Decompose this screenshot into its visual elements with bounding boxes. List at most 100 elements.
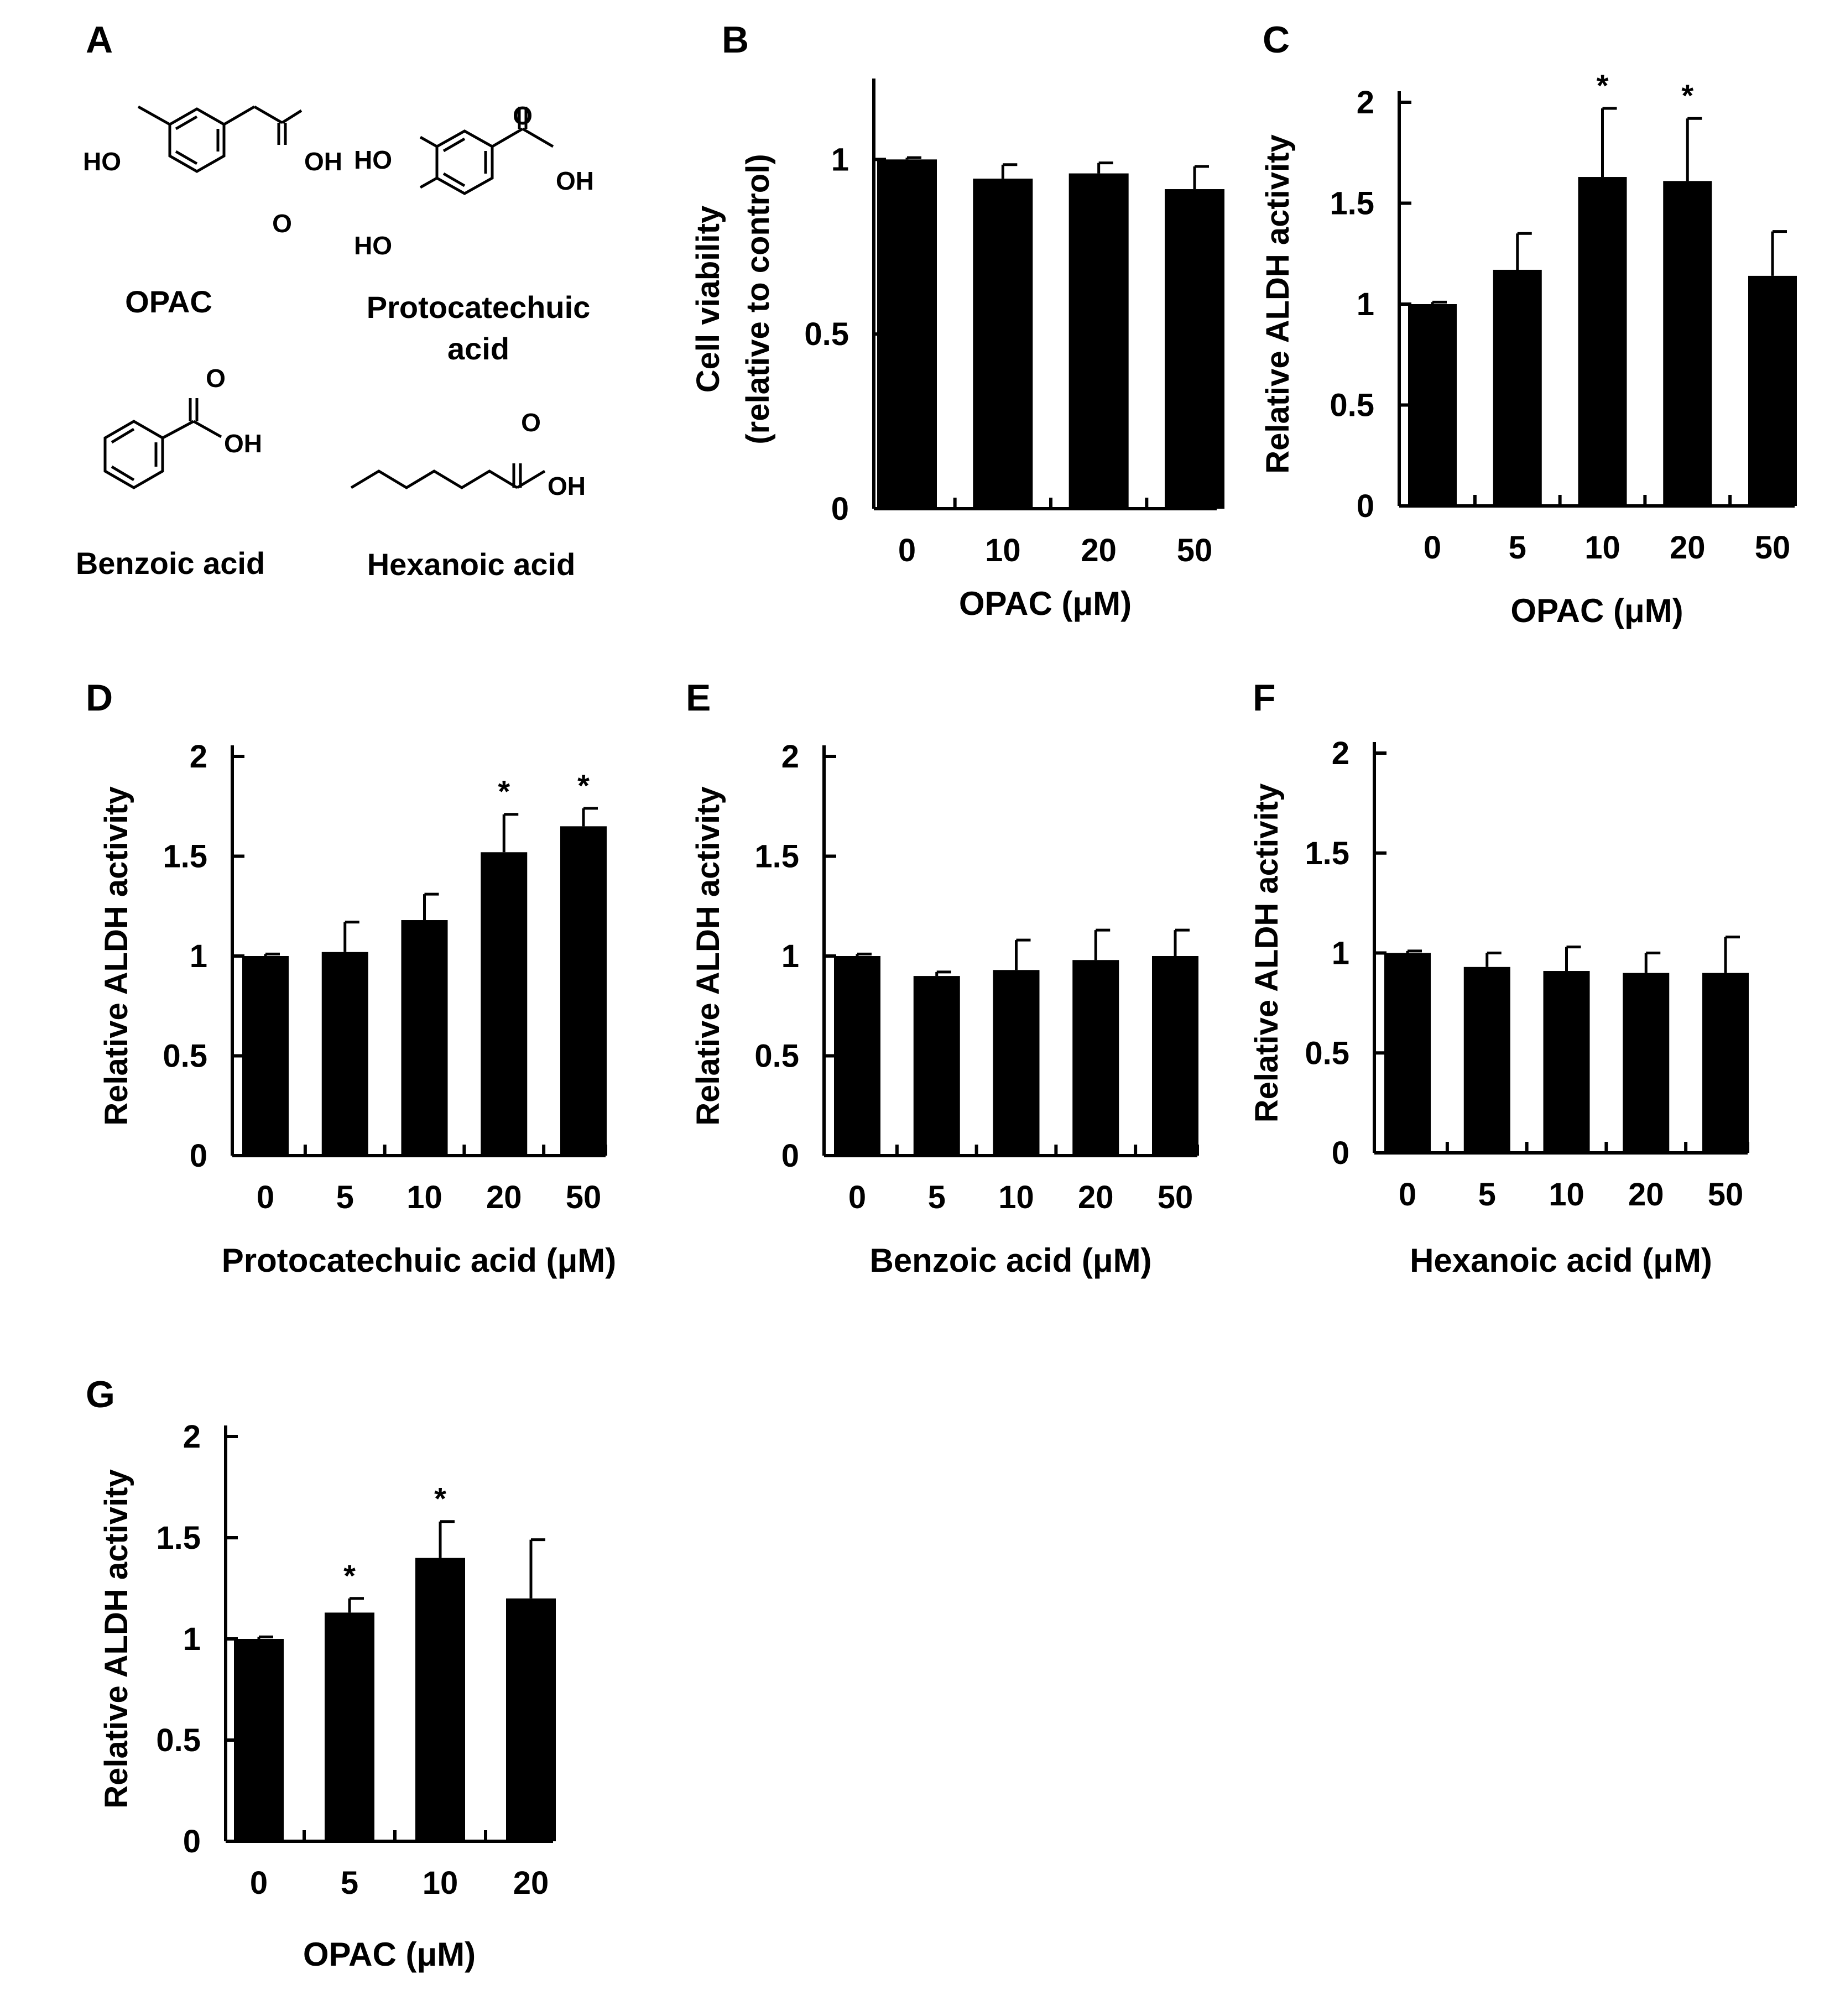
y-axis-title: Relative ALDH activity (98, 1469, 134, 1809)
panel-letter-b: B (722, 19, 749, 61)
significance-star: * (434, 1481, 446, 1516)
y-tick-label: 1 (1357, 286, 1374, 322)
y-tick-label: 1 (781, 938, 799, 974)
x-tick-label: 50 (1755, 530, 1791, 566)
bar (993, 970, 1040, 1156)
y-axis-title: Relative ALDH activity (98, 786, 134, 1126)
protocatechuic-o: O (513, 101, 533, 130)
bar (242, 956, 289, 1156)
x-tick-label: 5 (336, 1179, 354, 1215)
x-tick-label: 0 (250, 1865, 268, 1901)
x-tick-label: 20 (1078, 1179, 1114, 1215)
x-tick-label: 5 (928, 1179, 946, 1215)
panel-letter-c: C (1263, 19, 1290, 61)
y-tick-label: 0.5 (156, 1722, 201, 1758)
x-tick-label: 10 (985, 532, 1021, 568)
x-tick-label: 50 (1708, 1177, 1744, 1213)
bar (1384, 953, 1431, 1153)
bar (1748, 275, 1797, 506)
bar (1152, 956, 1198, 1156)
protocatechuic-name-line1: Protocatechuic (367, 290, 591, 325)
bar (1463, 967, 1510, 1153)
x-tick-label: 10 (998, 1179, 1034, 1215)
x-tick-label: 20 (1628, 1177, 1664, 1213)
structure-benzoic-acid (103, 398, 222, 489)
x-tick-label: 50 (1177, 532, 1213, 568)
bar (325, 1612, 374, 1841)
significance-star: * (1681, 78, 1693, 113)
x-tick-label: 5 (341, 1865, 358, 1901)
x-tick-label: 10 (423, 1865, 458, 1901)
y-tick-label: 2 (1332, 735, 1349, 771)
benzoic-oh: OH (224, 429, 262, 458)
x-tick-label: 20 (513, 1865, 549, 1901)
bar (1493, 269, 1542, 506)
x-tick-label: 20 (1670, 530, 1706, 566)
x-axis-title: OPAC (μM) (959, 585, 1132, 622)
x-axis-title: Benzoic acid (μM) (869, 1242, 1151, 1279)
hexanoic-name: Hexanoic acid (367, 547, 576, 582)
bar (401, 920, 448, 1156)
y-tick-label: 1.5 (1330, 186, 1374, 222)
y-tick-label: 1.5 (156, 1520, 201, 1556)
y-tick-label: 2 (781, 739, 799, 775)
x-tick-label: 50 (566, 1179, 602, 1215)
x-axis-title: Hexanoic acid (μM) (1410, 1242, 1712, 1279)
bar (560, 826, 607, 1156)
y-tick-label: 2 (1357, 85, 1374, 121)
x-tick-label: 0 (1424, 530, 1441, 566)
y-tick-label: 1.5 (754, 839, 799, 875)
structure-protocatechuic-acid (419, 107, 554, 195)
opac-o: O (272, 209, 292, 238)
x-tick-label: 0 (1399, 1177, 1416, 1213)
x-tick-label: 10 (1584, 530, 1620, 566)
protocatechuic-oh: OH (556, 166, 594, 195)
y-tick-label: 1 (1332, 936, 1349, 972)
bar (321, 952, 368, 1156)
significance-star: * (343, 1558, 356, 1593)
bar (506, 1598, 556, 1841)
y-tick-label: 0 (781, 1138, 799, 1174)
benzoic-name: Benzoic acid (76, 546, 265, 581)
y-tick-label: 0.5 (804, 316, 849, 352)
y-tick-label: 0.5 (1305, 1035, 1349, 1071)
significance-star: * (577, 768, 590, 803)
panel-letter-e: E (686, 677, 711, 719)
y-tick-label: 0 (1332, 1135, 1349, 1171)
y-tick-label: 0 (183, 1824, 201, 1860)
significance-star: * (1597, 68, 1609, 103)
panel-letter-g: G (86, 1373, 115, 1416)
y-tick-label: 2 (183, 1419, 201, 1455)
y-tick-label: 0 (1357, 488, 1374, 524)
opac-ho: HO (83, 147, 121, 176)
y-axis-title: Cell viability (690, 206, 726, 393)
y-tick-label: 1.5 (163, 839, 207, 875)
bar (415, 1558, 465, 1841)
x-tick-label: 10 (406, 1179, 442, 1215)
bar (973, 179, 1033, 509)
y-tick-label: 0.5 (163, 1038, 207, 1074)
opac-name: OPAC (125, 284, 212, 319)
x-tick-label: 20 (1081, 532, 1117, 568)
bar (1578, 177, 1627, 506)
y-tick-label: 0 (190, 1138, 207, 1174)
panel-letter-d: D (86, 677, 113, 719)
y-axis-title: Relative ALDH activity (690, 786, 726, 1126)
significance-star: * (498, 774, 510, 809)
y-axis-title: Relative ALDH activity (1249, 784, 1285, 1123)
x-axis-title: OPAC (μM) (303, 1936, 476, 1973)
y-axis-title: (relative to control) (740, 154, 776, 444)
bar (1072, 960, 1119, 1156)
x-axis-title: Protocatechuic acid (μM) (222, 1242, 617, 1279)
benzoic-o: O (206, 364, 226, 393)
bar (1165, 189, 1224, 509)
bar (913, 976, 960, 1156)
opac-oh: OH (304, 147, 342, 176)
y-tick-label: 1.5 (1305, 835, 1349, 871)
y-tick-label: 0 (831, 491, 849, 527)
y-tick-label: 0.5 (754, 1038, 799, 1074)
